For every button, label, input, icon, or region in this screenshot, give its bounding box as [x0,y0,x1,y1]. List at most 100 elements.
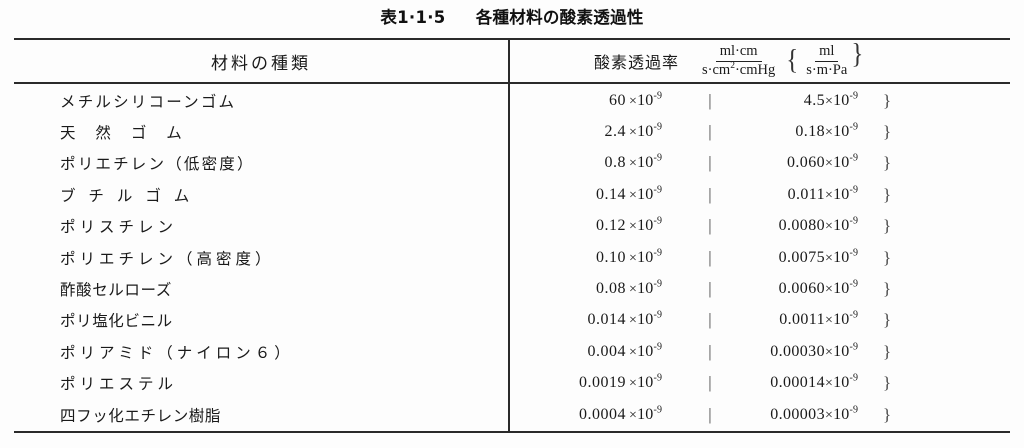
exponent-cmhg: ×10-9 [629,121,663,141]
value-si: 0.18 [795,123,825,141]
value-cmhg: 0.0004 [579,405,626,423]
exponent-si: ×10-9 [825,121,859,141]
exponent-cmhg: ×10-9 [629,310,663,329]
exponent-cmhg: ×10-9 [629,404,663,423]
table-row: ポリアミド（ナイロン６） 0.004 ×10-9 | 0.00030 ×10-9} [14,336,1010,367]
exponent-si: ×10-9 [825,215,859,235]
table-row: ポリ塩化ビニル 0.014 ×10-9 | 0.0011 ×10-9} [14,305,1010,336]
cell-permeability-values: 0.14 ×10-9 | 0.011 ×10-9} [510,179,1010,210]
column-header-rate-label: 酸素透過率 [594,53,680,72]
value-si: 0.011 [787,185,825,203]
value-cmhg: 0.08 [596,280,626,298]
row-brace-close-icon: } [883,184,892,204]
value-separator: | [708,247,712,267]
exponent-si: ×10-9 [825,184,859,203]
page-title: 表1·1·5 各種材料の酸素透過性 [0,4,1024,28]
table-bottom-rule [14,431,1010,433]
value-separator: | [708,153,712,173]
value-si: 0.060 [787,154,825,172]
unit-si-numerator: ml [815,43,839,62]
cell-permeability-values: 0.0019 ×10-9 | 0.00014 ×10-9} [510,368,1010,399]
cell-permeability-values: 0.8 ×10-9 | 0.060 ×10-9} [510,148,1010,179]
cell-material-name: ポリスチレン [60,218,178,237]
value-cmhg: 0.014 [587,311,626,329]
value-si: 0.00014 [770,374,825,392]
exponent-cmhg: ×10-9 [629,153,663,172]
cell-material-name: 四フッ化エチレン樹脂 [60,406,222,425]
exponent-cmhg: ×10-9 [629,372,663,392]
table-row: ポリスチレン 0.12 ×10-9 | 0.0080 ×10-9} [14,211,1010,242]
cell-material-name: 酢酸セルローズ [60,281,172,300]
value-si: 0.0080 [778,217,825,235]
value-separator: | [708,373,712,393]
title-number: 表1·1·5 [380,8,446,27]
row-brace-close-icon: } [883,122,892,142]
unit-brace-open-icon: { [786,44,799,76]
cell-material-name: ポリエチレン（高密度） [60,249,275,268]
cell-material-name: ポリエステル [60,375,178,394]
value-cmhg: 0.8 [604,154,626,172]
table-body: メチルシリコーンゴム 60 ×10-9 | 4.5 ×10-9} 天 然 ゴ ム 2.4 ×10… [14,85,1010,430]
value-si: 0.0060 [778,280,825,298]
data-table: 材料の種類 酸素透過率 ml·cm s·cm2·cmHg { ml s·m·Pa… [14,38,1010,433]
row-brace-close-icon: } [883,373,892,393]
row-brace-close-icon: } [883,341,892,361]
column-header-material: 材料の種類 [14,40,508,82]
table-row: ポリエチレン（高密度） 0.10 ×10-9 | 0.0075 ×10-9} [14,242,1010,273]
value-separator: | [708,184,712,204]
cell-permeability-values: 0.004 ×10-9 | 0.00030 ×10-9} [510,336,1010,367]
unit-cmhg-denominator-exponent: 2 [730,60,735,71]
row-brace-close-icon: } [883,404,892,424]
value-separator: | [708,310,712,330]
cell-permeability-values: 0.014 ×10-9 | 0.0011 ×10-9} [510,305,1010,336]
unit-brace-close-icon: } [851,38,864,70]
cell-material-name: ポリ塩化ビニル [60,312,173,331]
value-cmhg: 60 [609,91,626,109]
exponent-si: ×10-9 [825,247,859,266]
value-separator: | [708,216,712,236]
cell-material-name: メチルシリコーンゴム [60,92,237,111]
table-row: 四フッ化エチレン樹脂 0.0004 ×10-9 | 0.00003 ×10-9} [14,399,1010,430]
table-header-rule [14,82,1010,84]
exponent-si: ×10-9 [825,404,859,423]
exponent-si: ×10-9 [825,153,859,172]
unit-cmhg-denominator: s·cm2·cmHg [702,60,776,78]
value-si: 0.00003 [770,405,825,423]
exponent-si: ×10-9 [825,278,859,298]
unit-si-denominator: s·m·Pa [806,61,848,78]
value-cmhg: 0.12 [596,217,626,235]
value-si: 0.00030 [770,342,825,360]
table-row: 酢酸セルローズ 0.08 ×10-9 | 0.0060 ×10-9} [14,273,1010,304]
value-separator: | [708,279,712,299]
column-header-permeability: 酸素透過率 ml·cm s·cm2·cmHg { ml s·m·Pa } [510,40,1010,82]
cell-material-name: ポリアミド（ナイロン６） [60,343,294,362]
table-row: ブ チ ル ゴ ム 0.14 ×10-9 | 0.011 ×10-9} [14,179,1010,210]
value-cmhg: 0.14 [596,185,626,203]
table-row: ポリエステル 0.0019 ×10-9 | 0.00014 ×10-9} [14,368,1010,399]
value-si: 0.0011 [779,311,825,329]
unit-cmhg-numerator: ml·cm [715,43,762,62]
row-brace-close-icon: } [883,247,892,267]
value-si: 4.5 [803,91,825,109]
cell-permeability-values: 0.10 ×10-9 | 0.0075 ×10-9} [510,242,1010,273]
exponent-cmhg: ×10-9 [629,215,663,235]
cell-permeability-values: 2.4 ×10-9 | 0.18 ×10-9} [510,116,1010,147]
exponent-si: ×10-9 [825,90,859,109]
exponent-cmhg: ×10-9 [629,278,663,298]
table-column-divider [508,38,510,432]
column-header-material-label: 材料の種類 [211,53,311,74]
value-separator: | [708,122,712,142]
table-row: メチルシリコーンゴム 60 ×10-9 | 4.5 ×10-9} [14,85,1010,116]
cell-material-name: 天 然 ゴ ム [60,124,190,143]
cell-material-name: ポリエチレン（低密度） [60,155,255,174]
table-row: 天 然 ゴ ム 2.4 ×10-9 | 0.18 ×10-9} [14,116,1010,147]
value-cmhg: 2.4 [604,123,626,141]
exponent-cmhg: ×10-9 [629,341,663,360]
exponent-si: ×10-9 [825,310,859,329]
row-brace-close-icon: } [883,153,892,173]
exponent-cmhg: ×10-9 [629,184,663,203]
exponent-cmhg: ×10-9 [629,90,663,109]
cell-permeability-values: 0.0004 ×10-9 | 0.00003 ×10-9} [510,399,1010,430]
unit-cmhg-fraction: ml·cm s·cm2·cmHg [699,43,778,78]
